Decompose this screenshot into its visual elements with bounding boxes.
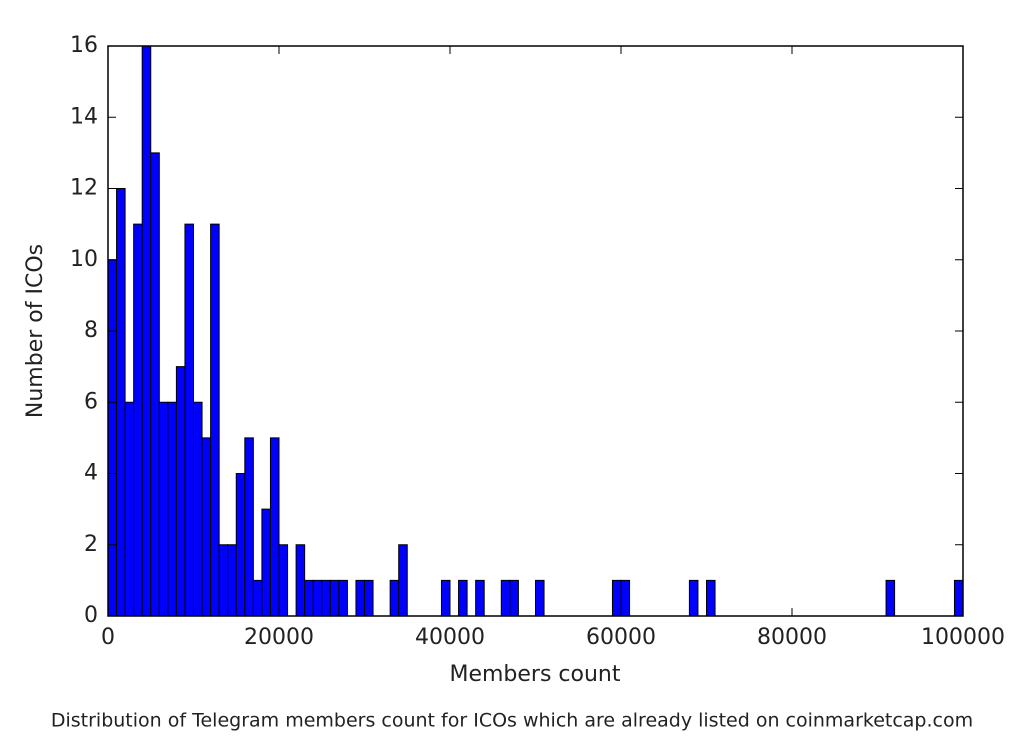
- bar: [509, 579, 519, 617]
- y-axis-label: Number of ICOs: [23, 244, 48, 418]
- bar: [295, 544, 306, 617]
- y-tick-label: 10: [70, 247, 98, 272]
- bar: [338, 579, 348, 617]
- bar: [124, 401, 135, 617]
- bar: [500, 579, 511, 617]
- bar: [252, 579, 263, 617]
- x-tick-label: 80000: [757, 625, 827, 650]
- bar: [688, 579, 699, 617]
- bar: [885, 579, 896, 617]
- bar: [475, 579, 485, 617]
- bar: [244, 437, 254, 617]
- bar: [184, 223, 194, 617]
- bar: [706, 579, 716, 617]
- bar: [535, 579, 545, 617]
- bar: [167, 401, 177, 617]
- bar: [141, 45, 152, 617]
- bar: [201, 437, 212, 617]
- bar: [107, 259, 118, 617]
- y-tick-label: 8: [84, 318, 98, 343]
- bar: [953, 579, 964, 617]
- bar: [158, 401, 169, 617]
- x-tick-label: 60000: [586, 625, 656, 650]
- bar: [235, 473, 246, 617]
- x-tick-label: 20000: [244, 625, 314, 650]
- bar: [269, 437, 280, 617]
- y-tick-label: 4: [84, 461, 98, 486]
- bar: [210, 223, 220, 617]
- bar: [175, 366, 186, 617]
- bar: [329, 579, 340, 617]
- bar: [312, 579, 323, 617]
- bar: [116, 188, 126, 617]
- bar: [218, 544, 229, 617]
- bar: [458, 579, 468, 617]
- bar: [278, 544, 289, 617]
- bar: [304, 579, 314, 617]
- x-tick-label: 0: [101, 625, 115, 650]
- bar: [321, 579, 331, 617]
- caption: Distribution of Telegram members count f…: [51, 710, 973, 732]
- bar: [193, 401, 203, 617]
- y-tick-label: 14: [70, 104, 98, 129]
- y-tick-label: 2: [84, 532, 98, 557]
- x-tick-label: 100000: [921, 625, 1005, 650]
- bar: [611, 579, 622, 617]
- y-tick-label: 0: [84, 603, 98, 628]
- bar: [389, 579, 400, 617]
- x-tick-label: 40000: [415, 625, 485, 650]
- bar: [133, 223, 143, 617]
- bar: [227, 544, 237, 617]
- bar: [620, 579, 631, 617]
- bar: [261, 508, 271, 617]
- x-axis-label: Members count: [449, 662, 620, 687]
- bar: [355, 579, 366, 617]
- bar: [398, 544, 408, 617]
- bar: [364, 579, 374, 617]
- y-tick-label: 6: [84, 389, 98, 414]
- y-tick-label: 16: [70, 33, 98, 58]
- y-tick-label: 12: [70, 176, 98, 201]
- bar: [440, 579, 451, 617]
- bar: [150, 152, 160, 617]
